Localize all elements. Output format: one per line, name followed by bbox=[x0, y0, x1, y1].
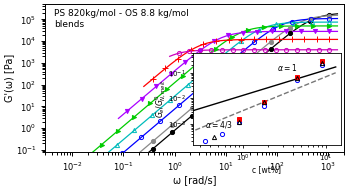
Y-axis label: G'(ω) [Pa]: G'(ω) [Pa] bbox=[4, 54, 14, 102]
Text: PS 820kg/mol - OS 8.8 kg/mol
blends: PS 820kg/mol - OS 8.8 kg/mol blends bbox=[54, 9, 189, 29]
X-axis label: ω [rad/s]: ω [rad/s] bbox=[173, 175, 216, 185]
